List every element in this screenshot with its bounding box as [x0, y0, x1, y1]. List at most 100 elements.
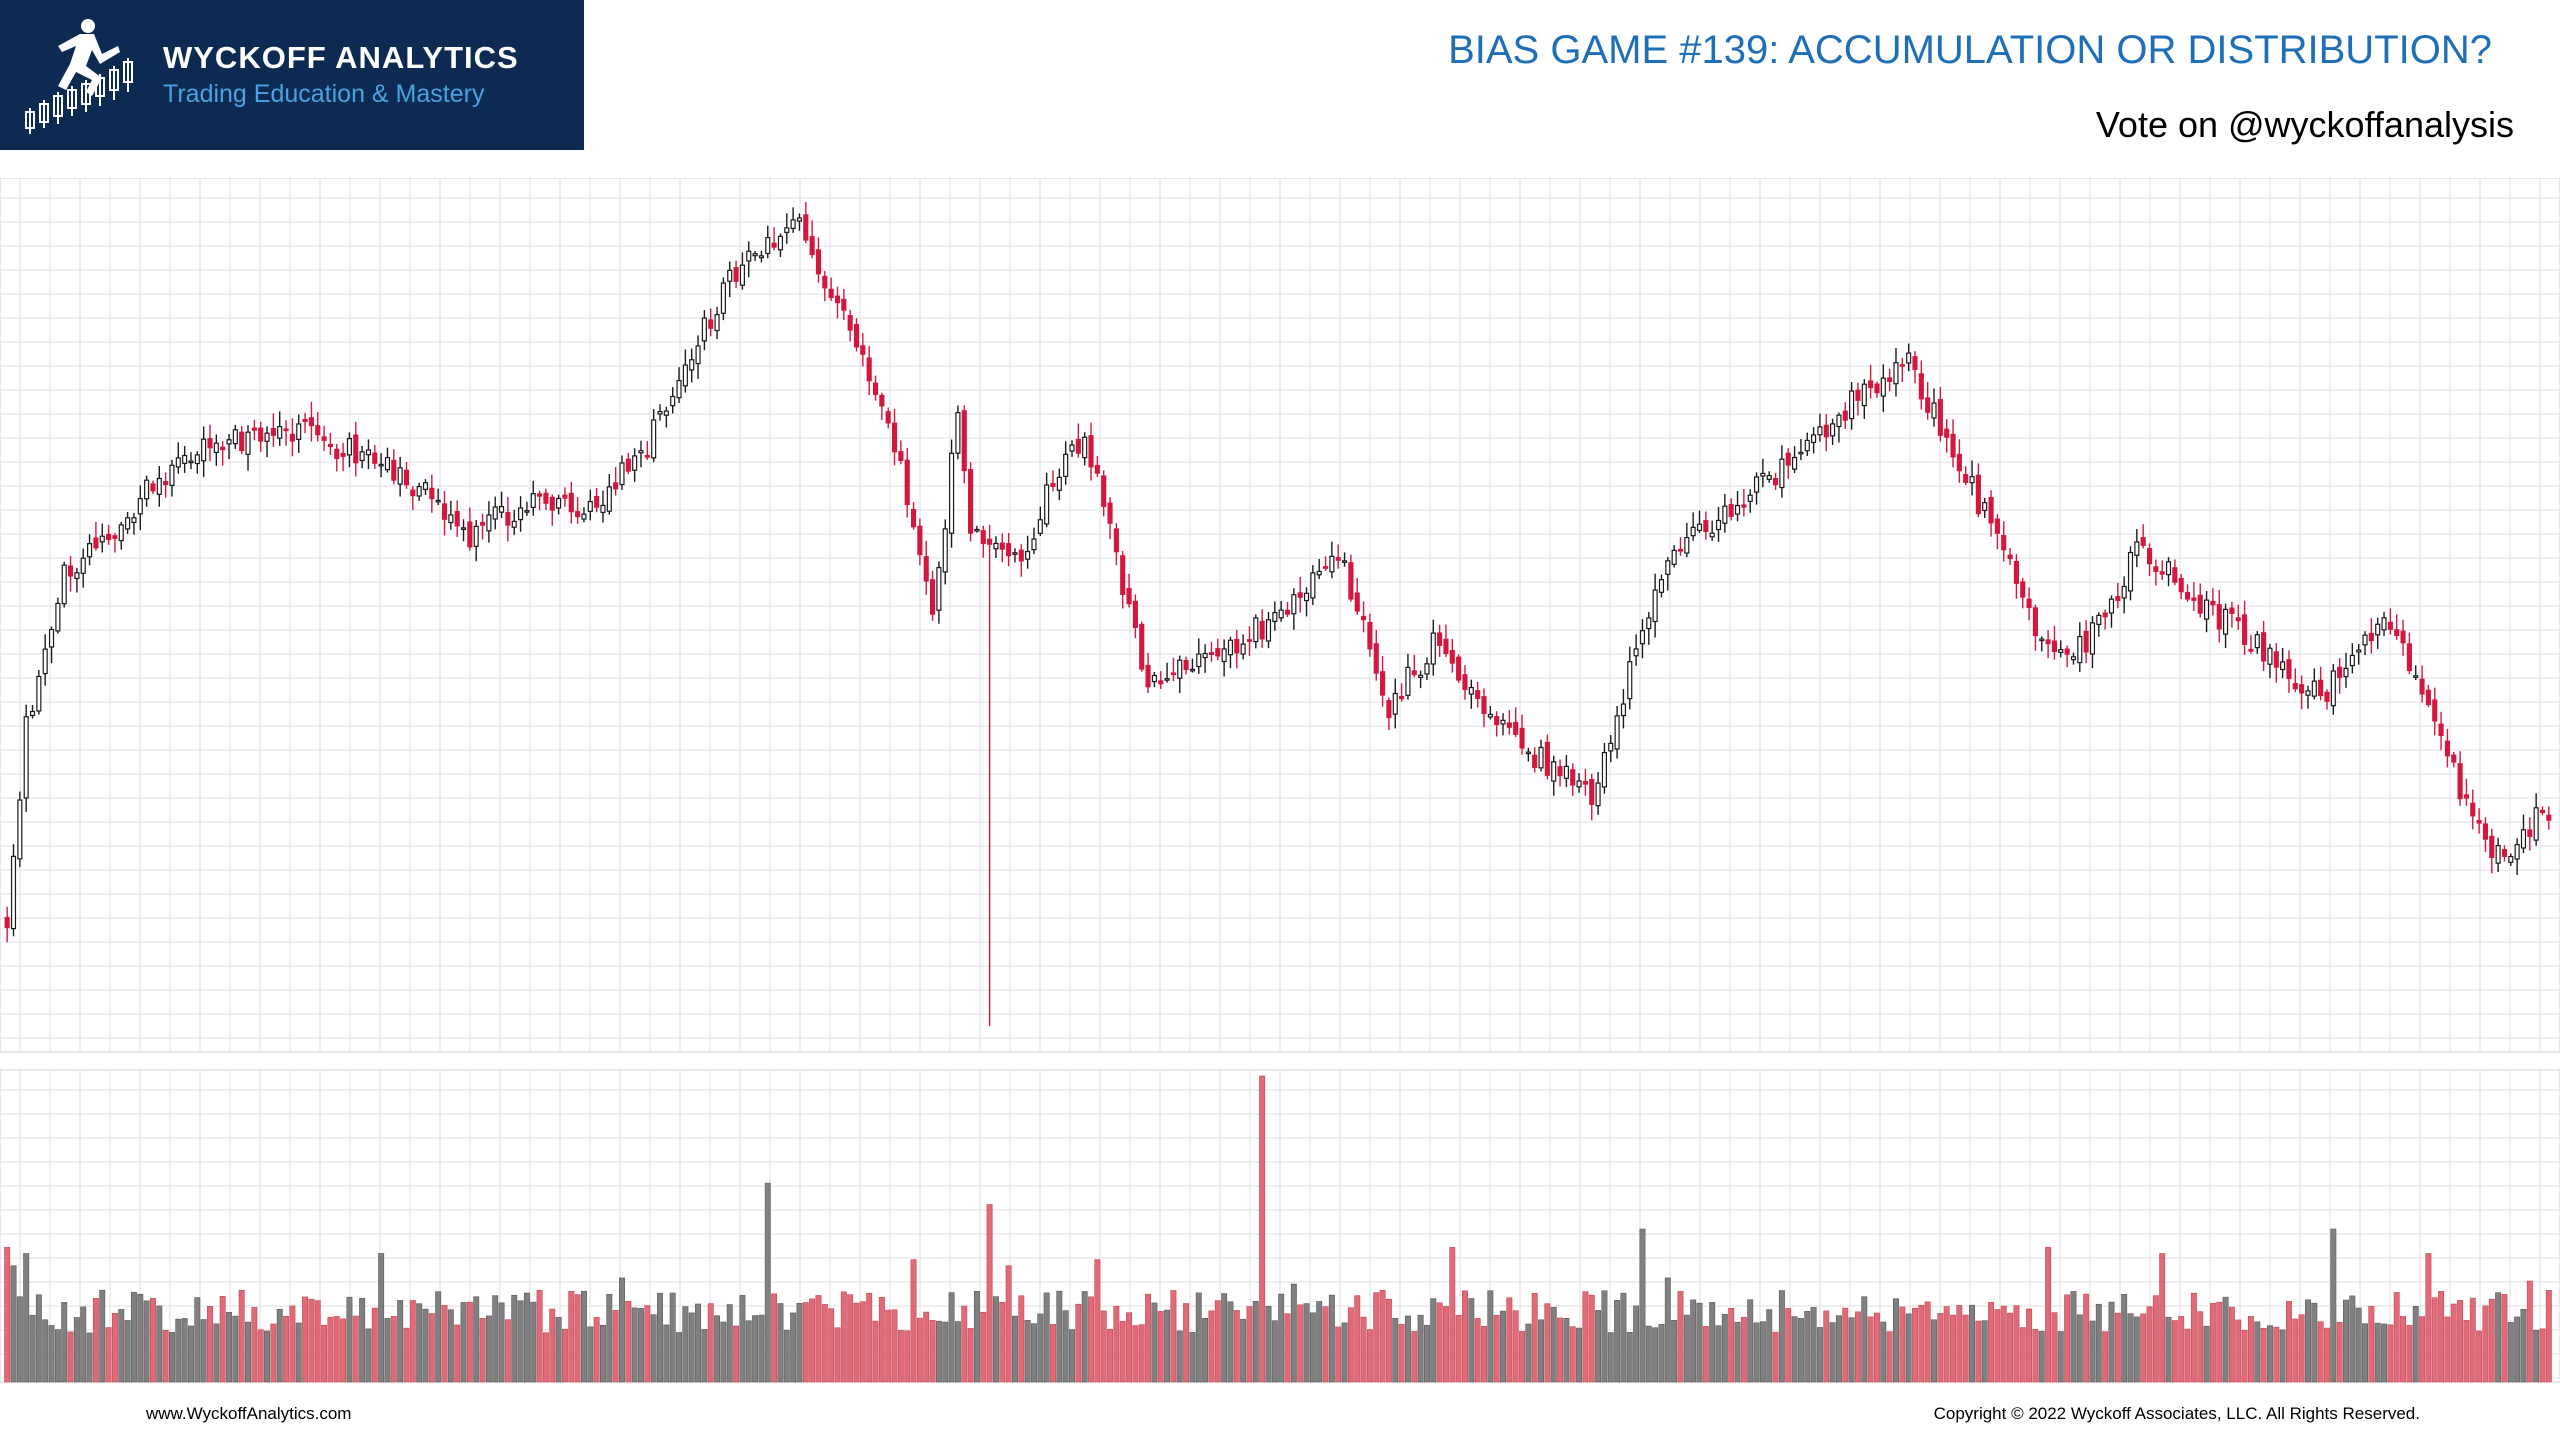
volume-bar: [1094, 1259, 1101, 1383]
candle-body: [746, 250, 752, 262]
candle-body: [1956, 453, 1962, 472]
volume-bar: [175, 1318, 182, 1383]
volume-bar: [948, 1292, 955, 1383]
candle-body: [1633, 648, 1639, 657]
candle-body: [1050, 482, 1056, 487]
candle-body: [2064, 648, 2070, 655]
volume-bar: [111, 1313, 118, 1383]
candle-body: [429, 487, 435, 500]
volume-bar: [1088, 1296, 1094, 1383]
volume-bar: [492, 1295, 499, 1383]
candle-body: [543, 492, 549, 504]
volume-bar: [2216, 1301, 2223, 1383]
candle-body: [1259, 620, 1265, 640]
candle-body: [1367, 621, 1373, 650]
volume-bar: [1005, 1265, 1012, 1383]
volume-bar: [1595, 1310, 1602, 1383]
volume-bar: [1759, 1321, 1766, 1383]
volume-bar: [1874, 1312, 1880, 1383]
candle-body: [2140, 537, 2146, 546]
candle-body: [1715, 519, 1722, 531]
candle-body: [2406, 643, 2412, 672]
candle-body: [2165, 561, 2172, 576]
volume-bar: [840, 1291, 847, 1383]
volume-bar: [2209, 1303, 2216, 1383]
volume-bar: [219, 1296, 226, 1383]
volume-bar: [523, 1292, 530, 1383]
volume-bar: [422, 1308, 429, 1383]
volume-bar: [1297, 1304, 1304, 1383]
candle-body: [232, 429, 238, 445]
candle-body: [410, 489, 416, 497]
volume-bar: [2178, 1316, 2185, 1383]
volume-bar: [1208, 1310, 1215, 1383]
candle-body: [2197, 594, 2203, 614]
candle-body: [2153, 566, 2159, 572]
candle-body: [2172, 567, 2178, 583]
volume-bar: [1240, 1318, 1247, 1383]
volume-bar: [447, 1309, 454, 1383]
volume-bar: [733, 1325, 740, 1383]
candle-body: [17, 799, 23, 860]
volume-bar: [682, 1306, 689, 1383]
candle-body: [1753, 476, 1760, 493]
volume-bar: [416, 1303, 423, 1383]
volume-bar: [42, 1319, 49, 1383]
volume-bar: [2482, 1305, 2489, 1383]
volume-bar: [1867, 1316, 1874, 1383]
candle-body: [2292, 683, 2298, 690]
candle-body: [2115, 596, 2121, 602]
volume-bar: [1493, 1314, 1500, 1383]
candle-body: [2330, 670, 2336, 707]
candle-body: [498, 506, 505, 513]
page-title: BIAS GAME #139: ACCUMULATION OR DISTRIBU…: [1448, 28, 2492, 72]
footer-website: www.WyckoffAnalytics.com: [146, 1404, 352, 1423]
volume-bar: [1950, 1314, 1956, 1383]
volume-bar: [638, 1308, 644, 1383]
volume-bar: [156, 1305, 163, 1383]
candle-body: [1158, 680, 1164, 685]
volume-bar: [1531, 1292, 1538, 1383]
candle-body: [2127, 551, 2134, 592]
candle-body: [1202, 653, 1208, 659]
candle-body: [1544, 741, 1550, 776]
volume-bar: [2254, 1321, 2261, 1383]
volume-bar: [1227, 1301, 1234, 1383]
volume-bar: [1366, 1329, 1373, 1383]
volume-bar: [1157, 1310, 1164, 1383]
volume-bar: [1652, 1327, 1659, 1383]
candle-body: [131, 517, 137, 523]
candle-body: [942, 528, 948, 573]
volume-bar: [2488, 1298, 2495, 1383]
volume-bar: [2038, 1330, 2045, 1383]
volume-bar: [1252, 1301, 1259, 1383]
candle-body: [48, 628, 55, 648]
volume-bar: [1024, 1320, 1031, 1383]
volume-bar: [333, 1316, 340, 1383]
candle-body: [1817, 426, 1823, 436]
candle-body: [378, 463, 384, 467]
volume-bar: [669, 1292, 676, 1383]
candle-body: [1620, 703, 1627, 717]
volume-bar: [2133, 1316, 2140, 1383]
candle-body: [1760, 472, 1766, 477]
candle-body: [118, 524, 124, 542]
volume-bar: [1145, 1293, 1152, 1383]
candle-body: [1494, 716, 1500, 726]
candle-body: [1170, 672, 1176, 676]
volume-bar: [1138, 1324, 1145, 1383]
candle-body: [1937, 399, 1943, 436]
volume-bar: [200, 1319, 207, 1383]
candle-body: [2299, 684, 2305, 694]
candle-body: [2489, 835, 2495, 859]
volume-bar: [1816, 1327, 1823, 1383]
volume-bar: [1284, 1313, 1291, 1383]
price-candles: [4, 202, 2552, 1027]
candle-body: [2381, 617, 2387, 631]
candle-body: [2514, 844, 2520, 860]
volume-bar: [815, 1295, 822, 1383]
volume-bar: [1582, 1291, 1589, 1383]
candle-body: [1107, 502, 1113, 524]
candle-body: [2451, 754, 2457, 763]
candle-body: [1779, 458, 1785, 489]
